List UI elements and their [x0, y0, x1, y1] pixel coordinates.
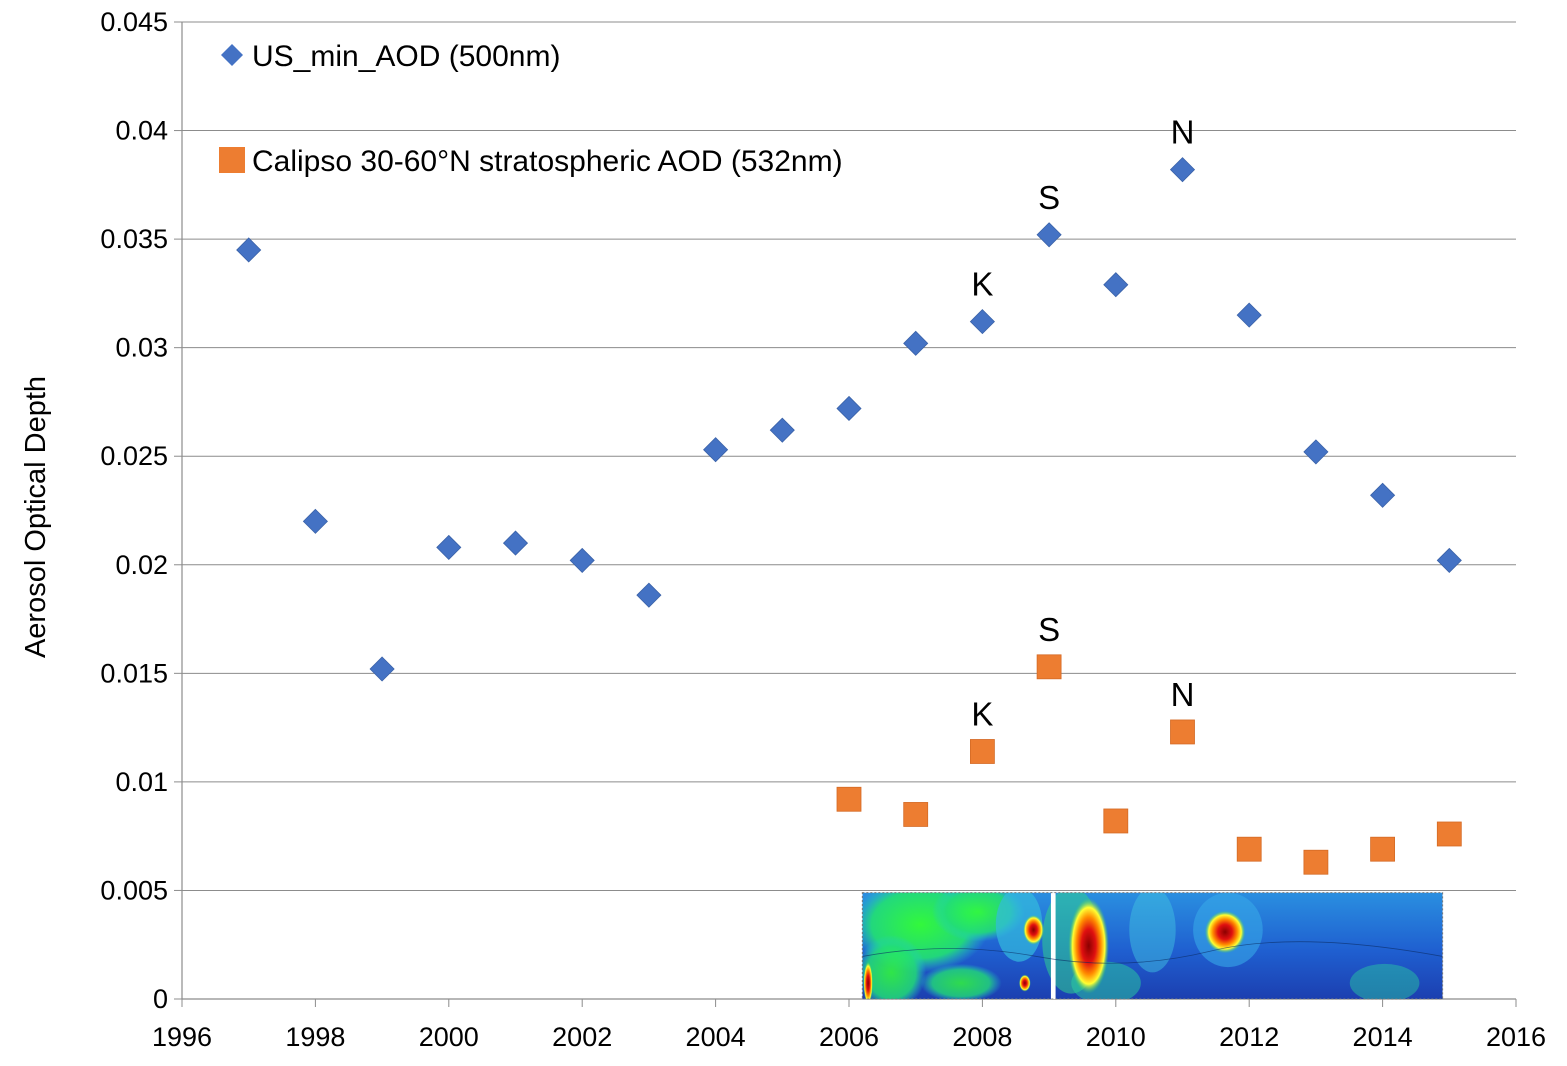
us-min-aod-point: [1036, 222, 1062, 248]
y-tick-label: 0.045: [100, 7, 168, 37]
calipso-aod-point: [1036, 654, 1062, 680]
annotation-k: K: [971, 695, 993, 732]
y-tick-label: 0.03: [115, 333, 168, 363]
us-min-aod-point: [903, 330, 929, 356]
us-min-aod-point: [769, 417, 795, 443]
y-axis-label: Aerosol Optical Depth: [20, 376, 52, 658]
x-tick-label: 2006: [819, 1022, 879, 1052]
legend-diamond-icon: [221, 44, 243, 66]
y-tick-label: 0.015: [100, 658, 168, 688]
us-min-aod-point: [502, 530, 529, 556]
gridlines: [182, 21, 1516, 891]
x-tick-label: 2004: [686, 1022, 746, 1052]
calipso-aod-point: [1303, 849, 1329, 875]
us-min-aod-point: [1303, 439, 1329, 465]
annotations: K S N K S N: [971, 114, 1194, 733]
x-tick-label: 1998: [285, 1022, 345, 1052]
calipso-aod-point: [970, 739, 995, 764]
y-tick-label: 0.005: [100, 875, 168, 905]
legend: US_min_AOD (500nm) Calipso 30-60°N strato…: [219, 40, 843, 178]
y-tick-label: 0: [153, 984, 168, 1014]
x-tick-label: 2014: [1353, 1022, 1413, 1052]
us-min-aod-point: [969, 309, 995, 335]
us-min-aod-point: [569, 547, 595, 574]
x-tick-label: 2010: [1086, 1022, 1146, 1052]
calipso-curtain-inset: [861, 892, 1444, 1000]
legend-square-icon: [219, 147, 245, 173]
y-tick-label: 0.04: [115, 116, 168, 146]
series: [236, 157, 1462, 875]
us-min-aod-point: [836, 395, 862, 422]
x-tick-label: 2008: [952, 1022, 1012, 1052]
calipso-aod-point: [836, 786, 862, 812]
calipso-aod-point: [1170, 719, 1195, 745]
calipso-aod-point: [903, 802, 929, 827]
x-tick-label: 2012: [1219, 1022, 1279, 1052]
x-tick-label: 2000: [419, 1022, 479, 1052]
inset-image: [862, 892, 1443, 999]
x-tick-label: 2002: [552, 1022, 612, 1052]
us-min-aod-point: [1236, 302, 1262, 328]
y-tick-label: 0.035: [100, 224, 168, 254]
calipso-aod-point: [1370, 836, 1395, 862]
us-min-aod-point: [236, 237, 262, 263]
annotation-n: N: [1171, 114, 1195, 151]
annotation-k: K: [971, 266, 993, 303]
inset-data-gap: [1050, 892, 1056, 999]
annotation-s: S: [1038, 611, 1060, 648]
calipso-aod-point: [1236, 836, 1262, 862]
us-min-aod-point: [636, 582, 662, 608]
annotation-s: S: [1038, 179, 1060, 216]
legend-label: Calipso 30-60°N stratospheric AOD (532nm…: [252, 145, 843, 178]
us-min-aod-point: [436, 534, 462, 560]
y-tick-label: 0.02: [115, 550, 168, 580]
axes: 0 0.005 0.01 0.015 0.02 0.025 0.03 0.035 0.04 0.0…: [100, 7, 1546, 1052]
us-min-aod-point: [1436, 547, 1462, 574]
us-min-aod-point: [369, 656, 395, 682]
y-tick-label: 0.025: [100, 441, 168, 471]
inset-border: [861, 892, 1444, 1000]
calipso-aod-point: [1436, 821, 1462, 847]
us-min-aod-point: [703, 437, 729, 463]
us-min-aod-point: [1103, 272, 1129, 298]
x-tick-label: 1996: [152, 1022, 212, 1052]
us-min-aod-point: [302, 508, 328, 534]
calipso-aod-point: [1103, 808, 1129, 834]
legend-label: US_min_AOD (500nm): [252, 40, 560, 73]
x-tick-label: 2016: [1486, 1022, 1546, 1052]
us-min-aod-point: [1370, 482, 1396, 508]
y-tick-label: 0.01: [115, 767, 168, 797]
us-min-aod-point: [1169, 157, 1196, 183]
annotation-n: N: [1171, 676, 1195, 713]
